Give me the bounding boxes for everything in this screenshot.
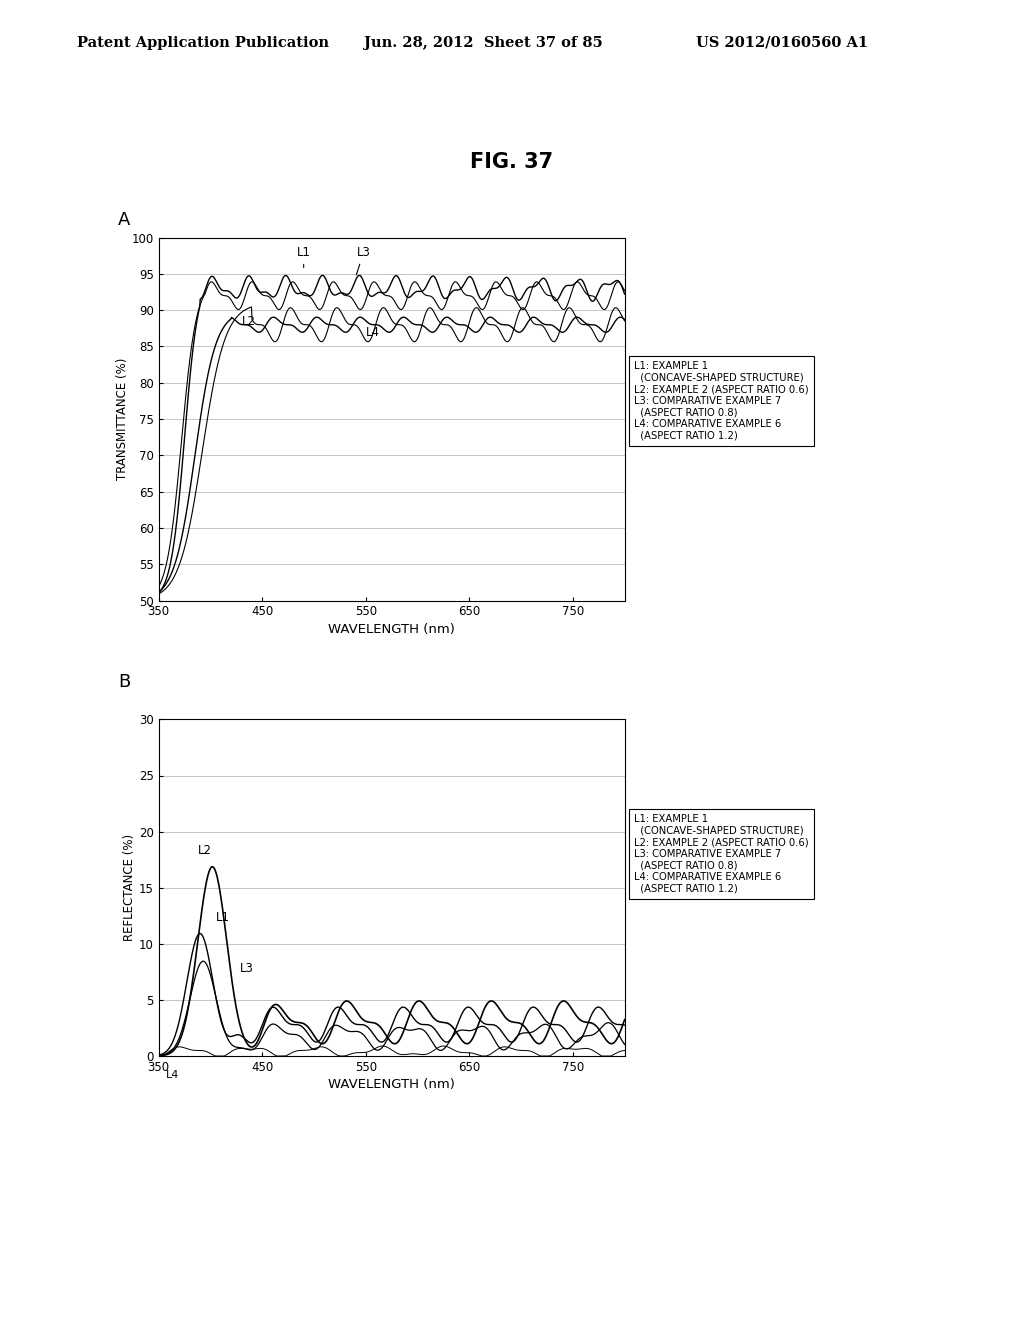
Text: L4: L4 <box>166 1071 179 1081</box>
Text: L4: L4 <box>366 326 380 339</box>
X-axis label: WAVELENGTH (nm): WAVELENGTH (nm) <box>329 1078 455 1092</box>
Text: FIG. 37: FIG. 37 <box>470 152 554 172</box>
Text: L1: EXAMPLE 1
  (CONCAVE-SHAPED STRUCTURE)
L2: EXAMPLE 2 (ASPECT RATIO 0.6)
L3: : L1: EXAMPLE 1 (CONCAVE-SHAPED STRUCTURE)… <box>634 814 809 894</box>
Text: L1: L1 <box>216 911 229 924</box>
Text: L3: L3 <box>356 246 371 275</box>
Text: L3: L3 <box>240 962 253 975</box>
Y-axis label: TRANSMITTANCE (%): TRANSMITTANCE (%) <box>116 358 129 480</box>
Text: Jun. 28, 2012  Sheet 37 of 85: Jun. 28, 2012 Sheet 37 of 85 <box>364 36 602 50</box>
Text: L1: EXAMPLE 1
  (CONCAVE-SHAPED STRUCTURE)
L2: EXAMPLE 2 (ASPECT RATIO 0.6)
L3: : L1: EXAMPLE 1 (CONCAVE-SHAPED STRUCTURE)… <box>634 362 809 441</box>
Y-axis label: REFLECTANCE (%): REFLECTANCE (%) <box>123 834 136 941</box>
X-axis label: WAVELENGTH (nm): WAVELENGTH (nm) <box>329 623 455 636</box>
Text: Patent Application Publication: Patent Application Publication <box>77 36 329 50</box>
Text: B: B <box>118 673 130 692</box>
Text: L2: L2 <box>242 314 256 327</box>
Text: US 2012/0160560 A1: US 2012/0160560 A1 <box>696 36 868 50</box>
Text: L1: L1 <box>297 246 310 268</box>
Text: L2: L2 <box>198 843 212 857</box>
Text: A: A <box>118 211 130 230</box>
